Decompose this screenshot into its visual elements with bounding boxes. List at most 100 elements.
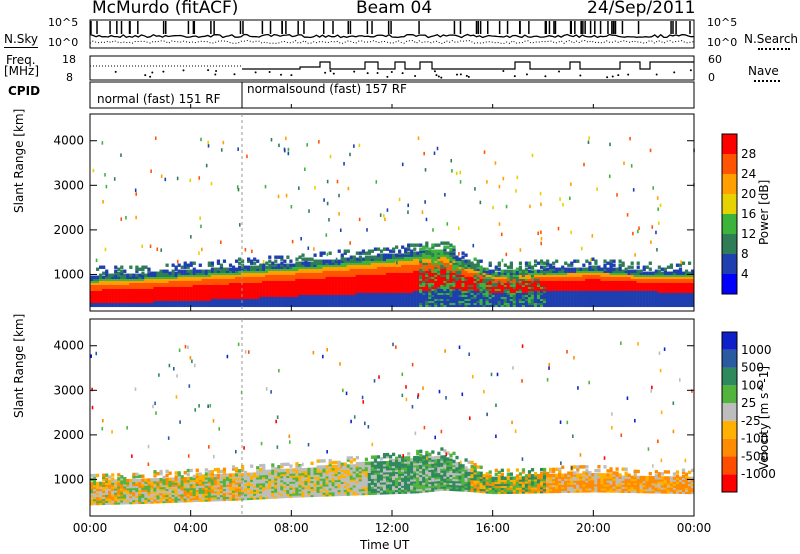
power-cell <box>416 267 420 271</box>
power-cell <box>316 299 320 304</box>
power-cell <box>666 295 671 300</box>
power-cell <box>407 301 411 306</box>
power-cell <box>512 269 516 273</box>
power-cell <box>536 261 541 265</box>
power-cell <box>419 261 423 265</box>
power-cell <box>476 273 480 277</box>
power-cell <box>425 303 429 308</box>
power-cell <box>168 291 172 296</box>
power-cell <box>123 303 127 308</box>
power-cell <box>600 273 604 277</box>
power-cell <box>434 303 438 308</box>
power-cell <box>277 297 281 302</box>
power-cell <box>482 281 486 285</box>
power-cell <box>470 289 474 294</box>
power-cell <box>431 289 435 294</box>
power-cell <box>618 279 622 283</box>
power-cell <box>237 187 240 192</box>
power-cell <box>247 293 251 298</box>
velocity-cell <box>123 485 127 489</box>
velocity-cell <box>108 497 112 501</box>
power-cell <box>370 293 375 298</box>
power-cell <box>168 289 172 294</box>
power-cell <box>244 303 248 308</box>
power-cell <box>672 283 677 287</box>
power-cell <box>392 281 396 285</box>
power-cell <box>443 271 447 275</box>
power-cell <box>298 275 302 279</box>
power-cell <box>503 263 507 267</box>
power-cell <box>301 293 305 298</box>
power-cell <box>186 299 190 304</box>
power-cell <box>337 249 341 253</box>
power-cell <box>256 293 260 298</box>
power-cell <box>277 267 281 271</box>
power-cell <box>573 271 577 275</box>
power-cell <box>256 275 260 279</box>
power-cell <box>624 279 628 283</box>
power-cell <box>666 273 671 277</box>
power-cell <box>609 295 613 300</box>
power-cell <box>364 259 369 263</box>
velocity-cell <box>120 495 124 499</box>
power-cell <box>561 287 565 292</box>
power-cell <box>298 261 302 265</box>
power-cell <box>434 281 438 285</box>
power-cell <box>271 273 275 277</box>
power-cell <box>434 279 438 283</box>
power-cell <box>473 295 477 300</box>
power-cell <box>530 297 535 302</box>
power-cell <box>225 297 230 302</box>
power-cell <box>162 299 166 304</box>
nave-point <box>149 75 152 78</box>
power-cell <box>573 303 577 308</box>
power-cell <box>446 222 449 226</box>
power-cell <box>639 303 643 308</box>
power-cell <box>262 289 266 294</box>
power-cell <box>519 248 522 252</box>
power-cell <box>536 295 541 300</box>
power-cell <box>624 267 628 271</box>
power-cell <box>285 193 288 198</box>
power-cell <box>237 267 242 271</box>
power-cell <box>419 293 423 298</box>
power-cell <box>680 260 682 264</box>
power-cell <box>564 269 568 273</box>
power-cell <box>301 299 305 304</box>
power-cell <box>413 291 417 296</box>
power-cell <box>543 267 547 271</box>
power-cell <box>654 273 658 277</box>
power-cell <box>135 283 139 287</box>
power-cell <box>395 263 399 267</box>
power-cell <box>376 277 381 281</box>
power-cell <box>355 267 359 271</box>
power-cell <box>355 273 359 277</box>
power-cell <box>228 299 233 304</box>
power-cell <box>316 267 320 271</box>
power-cell <box>524 291 529 296</box>
power-cell <box>690 269 695 273</box>
velocity-cell <box>105 493 109 497</box>
power-cell <box>512 283 516 287</box>
power-cell <box>382 277 387 281</box>
power-cell <box>358 299 362 304</box>
power-cell <box>147 295 151 300</box>
power-cell <box>138 291 142 296</box>
power-cell <box>458 289 462 294</box>
power-cell <box>434 285 438 289</box>
power-cell <box>241 287 245 292</box>
power-cell <box>491 301 495 306</box>
power-cell <box>346 273 350 277</box>
power-cell <box>222 269 227 273</box>
power-cell <box>228 287 233 292</box>
power-cell <box>201 297 205 302</box>
power-cell <box>449 287 453 292</box>
power-cell <box>352 301 356 306</box>
power-cell <box>340 265 344 269</box>
power-cell <box>479 283 483 287</box>
power-cell <box>192 267 196 271</box>
power-cell <box>301 257 305 261</box>
power-cell <box>488 295 492 300</box>
power-cell <box>624 295 628 300</box>
power-cell <box>322 281 326 285</box>
